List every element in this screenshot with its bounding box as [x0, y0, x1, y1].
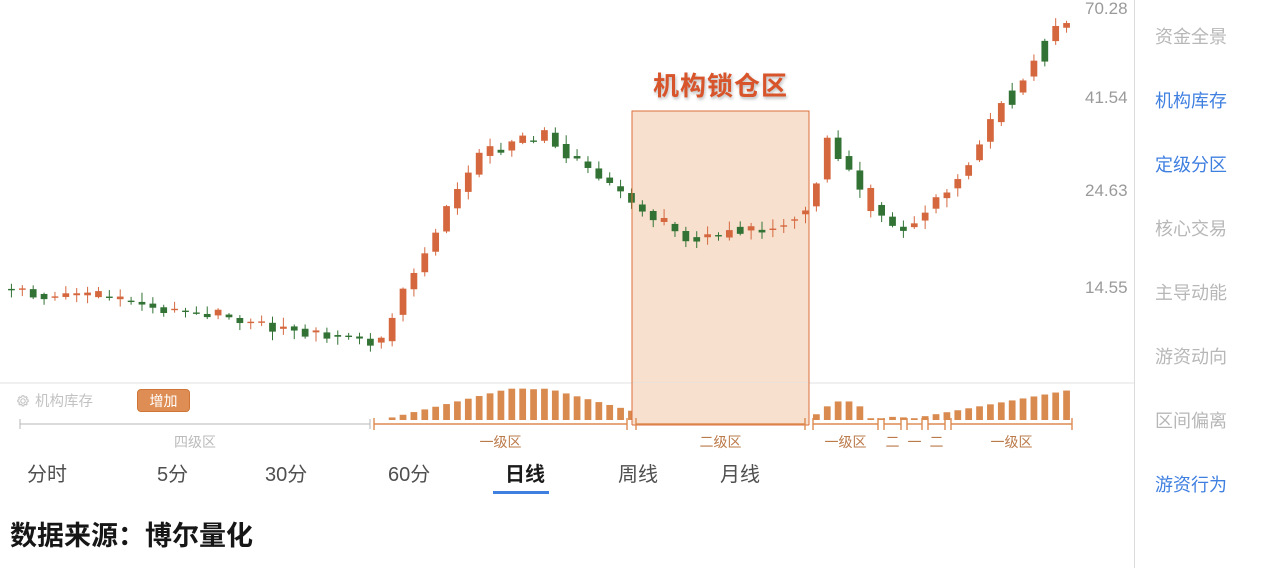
- svg-text:24.63: 24.63: [1085, 181, 1128, 200]
- svg-text:70.28: 70.28: [1085, 0, 1128, 18]
- svg-text:14.55: 14.55: [1085, 278, 1128, 297]
- svg-text:41.54: 41.54: [1085, 88, 1128, 107]
